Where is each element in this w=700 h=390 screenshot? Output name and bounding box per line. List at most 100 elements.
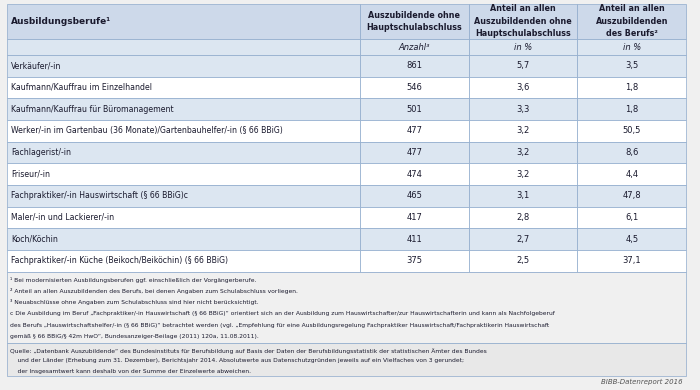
Text: in %: in %: [514, 43, 532, 51]
FancyBboxPatch shape: [360, 55, 469, 76]
Text: 417: 417: [407, 213, 422, 222]
FancyBboxPatch shape: [7, 76, 360, 98]
Text: 375: 375: [407, 256, 422, 265]
Text: Anzahl³: Anzahl³: [398, 43, 430, 51]
Text: 3,1: 3,1: [517, 191, 530, 200]
FancyBboxPatch shape: [578, 76, 686, 98]
Text: Werker/-in im Gartenbau (36 Monate)/Gartenbauhelfer/-in (§ 66 BBiG): Werker/-in im Gartenbau (36 Monate)/Gart…: [11, 126, 283, 135]
FancyBboxPatch shape: [578, 250, 686, 271]
Text: 3,5: 3,5: [625, 61, 638, 70]
FancyBboxPatch shape: [469, 76, 578, 98]
FancyBboxPatch shape: [578, 55, 686, 76]
Text: 3,2: 3,2: [517, 126, 530, 135]
Text: 501: 501: [407, 105, 422, 113]
Text: 477: 477: [407, 148, 422, 157]
Text: Maler/-in und Lackierer/-in: Maler/-in und Lackierer/-in: [11, 213, 114, 222]
Text: 5,7: 5,7: [517, 61, 530, 70]
FancyBboxPatch shape: [360, 4, 469, 39]
Text: 3,6: 3,6: [517, 83, 530, 92]
Text: gemäß § 66 BBiG/§ 42m HwO“, Bundesanzeiger-Beilage (2011) 120a, 11.08.2011).: gemäß § 66 BBiG/§ 42m HwO“, Bundesanzeig…: [10, 334, 259, 339]
FancyBboxPatch shape: [578, 228, 686, 250]
FancyBboxPatch shape: [7, 228, 360, 250]
Text: Ausbildungsberufe¹: Ausbildungsberufe¹: [11, 17, 111, 26]
FancyBboxPatch shape: [469, 39, 578, 55]
Text: 4,4: 4,4: [625, 170, 638, 179]
Text: 465: 465: [407, 191, 422, 200]
FancyBboxPatch shape: [360, 207, 469, 228]
FancyBboxPatch shape: [469, 207, 578, 228]
Text: 2,8: 2,8: [517, 213, 530, 222]
FancyBboxPatch shape: [7, 4, 360, 39]
Text: Fachpraktiker/-in Küche (Beikoch/Beiköchin) (§ 66 BBiG): Fachpraktiker/-in Küche (Beikoch/Beiköch…: [11, 256, 228, 265]
Text: 2,5: 2,5: [517, 256, 530, 265]
FancyBboxPatch shape: [360, 76, 469, 98]
Text: 477: 477: [407, 126, 422, 135]
Text: 47,8: 47,8: [622, 191, 641, 200]
Text: Kaufmann/Kauffrau im Einzelhandel: Kaufmann/Kauffrau im Einzelhandel: [11, 83, 152, 92]
FancyBboxPatch shape: [578, 207, 686, 228]
Text: Auszubildende ohne
Hauptschulabschluss: Auszubildende ohne Hauptschulabschluss: [367, 11, 462, 32]
FancyBboxPatch shape: [360, 120, 469, 142]
FancyBboxPatch shape: [7, 98, 360, 120]
FancyBboxPatch shape: [578, 4, 686, 39]
Text: 4,5: 4,5: [625, 234, 638, 244]
FancyBboxPatch shape: [7, 185, 360, 207]
FancyBboxPatch shape: [578, 39, 686, 55]
Text: Friseur/-in: Friseur/-in: [11, 170, 50, 179]
Text: der Insgesamtwert kann deshalb von der Summe der Einzelwerte abweichen.: der Insgesamtwert kann deshalb von der S…: [10, 369, 251, 374]
FancyBboxPatch shape: [7, 344, 686, 376]
FancyBboxPatch shape: [469, 4, 578, 39]
Text: Fachlagerist/-in: Fachlagerist/-in: [11, 148, 71, 157]
FancyBboxPatch shape: [7, 142, 360, 163]
FancyBboxPatch shape: [469, 98, 578, 120]
FancyBboxPatch shape: [469, 228, 578, 250]
Text: Anteil an allen
Auszubildenden ohne
Hauptschulabschluss: Anteil an allen Auszubildenden ohne Haup…: [474, 5, 572, 39]
Text: Quelle: „Datenbank Auszubildende“ des Bundesinstituts für Berufsbildung auf Basi: Quelle: „Datenbank Auszubildende“ des Bu…: [10, 348, 487, 353]
FancyBboxPatch shape: [360, 250, 469, 271]
FancyBboxPatch shape: [7, 271, 686, 344]
FancyBboxPatch shape: [578, 185, 686, 207]
Text: 37,1: 37,1: [622, 256, 641, 265]
Text: BIBB-Datenreport 2016: BIBB-Datenreport 2016: [601, 379, 682, 385]
FancyBboxPatch shape: [360, 98, 469, 120]
FancyBboxPatch shape: [469, 185, 578, 207]
FancyBboxPatch shape: [7, 163, 360, 185]
FancyBboxPatch shape: [469, 250, 578, 271]
FancyBboxPatch shape: [7, 55, 360, 76]
Text: ³ Neuabschlüsse ohne Angaben zum Schulabschluss sind hier nicht berücksichtigt.: ³ Neuabschlüsse ohne Angaben zum Schulab…: [10, 300, 259, 305]
Text: 3,2: 3,2: [517, 148, 530, 157]
Text: 411: 411: [407, 234, 422, 244]
FancyBboxPatch shape: [469, 142, 578, 163]
FancyBboxPatch shape: [7, 207, 360, 228]
FancyBboxPatch shape: [469, 163, 578, 185]
Text: Koch/Köchin: Koch/Köchin: [11, 234, 58, 244]
Text: 546: 546: [407, 83, 422, 92]
FancyBboxPatch shape: [578, 98, 686, 120]
FancyBboxPatch shape: [578, 163, 686, 185]
Text: des Berufs „Hauswirtschaftshelfer/-in (§ 66 BBiG)“ betrachtet werden (vgl. „Empf: des Berufs „Hauswirtschaftshelfer/-in (§…: [10, 323, 550, 328]
Text: 3,3: 3,3: [517, 105, 530, 113]
FancyBboxPatch shape: [360, 228, 469, 250]
Text: 861: 861: [407, 61, 422, 70]
Text: und der Länder (Erhebung zum 31. Dezember), Berichtsjahr 2014. Absolutwerte aus : und der Länder (Erhebung zum 31. Dezembe…: [10, 358, 464, 363]
Text: 3,2: 3,2: [517, 170, 530, 179]
Text: Fachpraktiker/-in Hauswirtschaft (§ 66 BBiG)ᴄ: Fachpraktiker/-in Hauswirtschaft (§ 66 B…: [11, 191, 188, 200]
FancyBboxPatch shape: [360, 39, 469, 55]
Text: Kaufmann/Kauffrau für Büromanagement: Kaufmann/Kauffrau für Büromanagement: [11, 105, 174, 113]
FancyBboxPatch shape: [7, 39, 360, 55]
Text: ² Anteil an allen Auszubildenden des Berufs, bei denen Angaben zum Schulabschlus: ² Anteil an allen Auszubildenden des Ber…: [10, 288, 298, 294]
FancyBboxPatch shape: [469, 120, 578, 142]
FancyBboxPatch shape: [360, 163, 469, 185]
FancyBboxPatch shape: [7, 250, 360, 271]
FancyBboxPatch shape: [578, 120, 686, 142]
FancyBboxPatch shape: [360, 142, 469, 163]
Text: Anteil an allen
Auszubildenden
des Berufs²: Anteil an allen Auszubildenden des Beruf…: [596, 5, 668, 39]
Text: 6,1: 6,1: [625, 213, 638, 222]
FancyBboxPatch shape: [578, 142, 686, 163]
Text: 50,5: 50,5: [622, 126, 641, 135]
Text: 1,8: 1,8: [625, 83, 638, 92]
Text: 2,7: 2,7: [517, 234, 530, 244]
FancyBboxPatch shape: [7, 120, 360, 142]
Text: 1,8: 1,8: [625, 105, 638, 113]
FancyBboxPatch shape: [469, 55, 578, 76]
